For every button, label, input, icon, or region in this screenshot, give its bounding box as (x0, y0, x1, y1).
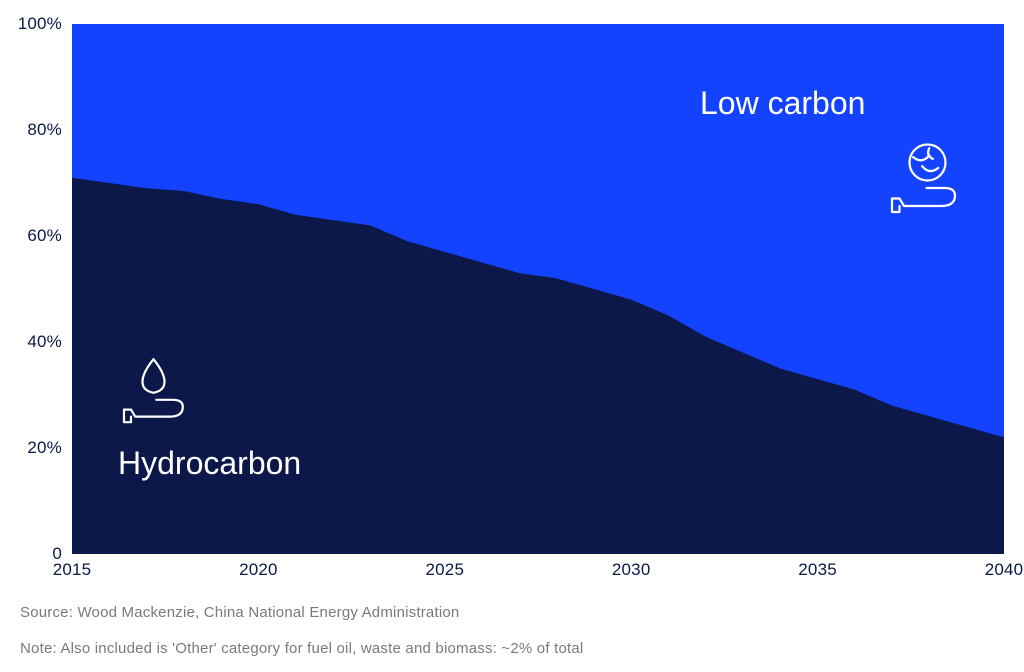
y-axis-tick: 20% (27, 438, 62, 458)
x-axis-tick: 2030 (612, 560, 651, 580)
note-text: Note: Also included is 'Other' category … (20, 640, 583, 657)
chart-container: 020%40%60%80%100% 2015202020252030203520… (0, 0, 1024, 672)
low-carbon-label: Low carbon (700, 85, 865, 122)
y-axis-tick: 100% (18, 14, 62, 34)
source-text: Source: Wood Mackenzie, China National E… (20, 604, 459, 621)
x-axis-tick: 2040 (985, 560, 1024, 580)
x-axis-tick: 2015 (53, 560, 92, 580)
y-axis-tick: 80% (27, 120, 62, 140)
x-axis-tick: 2020 (239, 560, 278, 580)
x-axis-tick: 2035 (798, 560, 837, 580)
y-axis-tick: 60% (27, 226, 62, 246)
globe-hand-icon (890, 140, 965, 215)
oil-drop-hand-icon (122, 355, 192, 425)
y-axis-tick: 40% (27, 332, 62, 352)
x-axis-tick: 2025 (425, 560, 464, 580)
hydrocarbon-label: Hydrocarbon (118, 445, 301, 482)
